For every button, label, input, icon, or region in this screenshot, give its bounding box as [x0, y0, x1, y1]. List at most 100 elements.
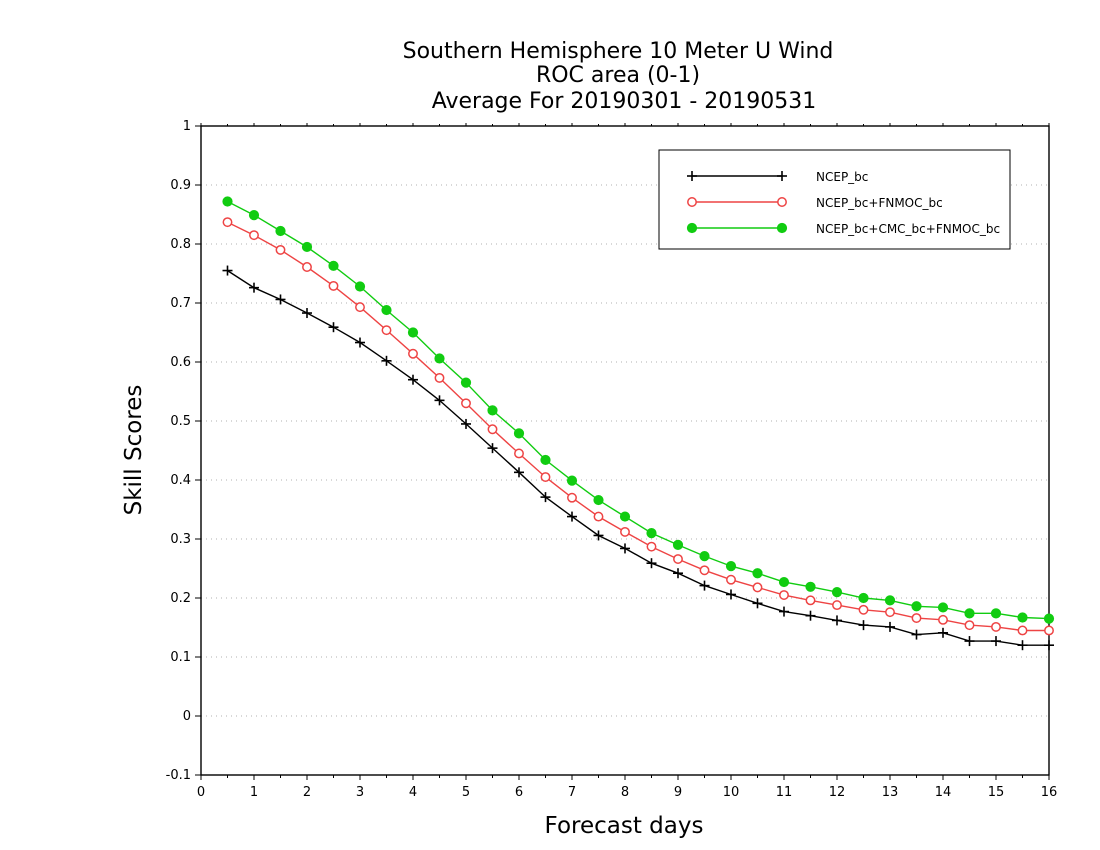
data-point: [514, 467, 524, 478]
legend-marker-start: [687, 197, 697, 207]
data-point: [328, 260, 339, 271]
data-point: [884, 595, 896, 606]
data-point: [248, 209, 260, 221]
data-point: [911, 601, 922, 612]
data-point: [858, 620, 869, 631]
series-line: [227, 221, 1049, 632]
y-tick-label: 0.3: [170, 532, 191, 547]
data-point: [619, 511, 631, 522]
data-point: [540, 492, 551, 503]
data-point: [672, 539, 684, 551]
data-point: [1043, 613, 1055, 624]
data-point: [779, 606, 789, 617]
data-point: [673, 554, 683, 565]
data-point: [832, 600, 842, 611]
data-point: [301, 241, 313, 253]
data-point: [726, 574, 736, 585]
data-point: [699, 580, 710, 591]
legend-entry: NCEP_bc: [687, 170, 868, 184]
data-point: [487, 443, 498, 454]
legend-box: [658, 149, 1011, 250]
data-point: [408, 374, 418, 385]
data-point: [593, 494, 604, 506]
y-tick-label: 0.8: [170, 237, 191, 252]
data-point: [567, 492, 577, 503]
y-tick-label: 0.7: [170, 296, 191, 311]
data-point: [513, 428, 525, 439]
data-point: [222, 196, 233, 207]
x-tick-label: 1: [250, 785, 258, 800]
chart-title: Southern Hemisphere 10 Meter U Wind ROC …: [403, 39, 834, 114]
x-tick-label: 16: [1041, 785, 1058, 800]
data-point: [964, 620, 975, 631]
x-tick-label: 14: [935, 785, 952, 800]
series-layer: [222, 196, 1055, 651]
y-tick-label: -0.1: [166, 768, 191, 783]
data-point: [937, 602, 949, 613]
legend-label: NCEP_bc+FNMOC_bc: [816, 196, 943, 210]
data-point: [381, 325, 392, 336]
legend-entry: NCEP_bc+CMC_bc+FNMOC_bc: [686, 222, 1000, 236]
data-point: [885, 621, 895, 632]
data-point: [249, 230, 259, 241]
data-point: [805, 610, 816, 621]
data-point: [1017, 625, 1028, 636]
x-tick-label: 0: [197, 785, 205, 800]
data-point: [964, 636, 975, 647]
data-point: [434, 353, 445, 364]
data-point: [938, 614, 948, 625]
data-point: [460, 377, 472, 388]
data-point: [620, 526, 630, 537]
data-point: [1017, 612, 1028, 623]
data-point: [964, 608, 975, 619]
data-point: [620, 543, 630, 554]
data-point: [752, 568, 763, 579]
data-point: [1044, 640, 1054, 651]
x-tick-label: 10: [723, 785, 740, 800]
data-point: [991, 621, 1001, 632]
y-tick-label: 1: [183, 119, 191, 134]
legend-label: NCEP_bc+CMC_bc+FNMOC_bc: [816, 222, 1000, 236]
data-point: [275, 294, 286, 305]
data-point: [646, 528, 657, 539]
data-point: [699, 551, 710, 562]
x-tick-label: 13: [882, 785, 899, 800]
series-2: [222, 196, 1055, 624]
data-point: [646, 558, 657, 569]
y-tick-label: 0.2: [170, 591, 191, 606]
x-tick-label: 8: [621, 785, 629, 800]
data-point: [222, 217, 233, 228]
data-point: [434, 395, 445, 406]
x-tick-label: 9: [674, 785, 682, 800]
y-tick-label: 0.1: [170, 650, 191, 665]
data-point: [487, 424, 498, 435]
x-axis-label: Forecast days: [545, 813, 704, 839]
title-line-1: Southern Hemisphere 10 Meter U Wind: [403, 39, 834, 64]
data-point: [673, 568, 683, 579]
legend-marker-end: [776, 222, 788, 234]
data-point: [911, 629, 922, 640]
y-tick-label: 0: [183, 709, 191, 724]
y-tick-label: 0.6: [170, 355, 191, 370]
y-tick-label: 0.4: [170, 473, 191, 488]
data-point: [275, 225, 286, 237]
y-tick-label: 0.5: [170, 414, 191, 429]
legend-entry: NCEP_bc+FNMOC_bc: [687, 196, 943, 210]
data-point: [990, 608, 1002, 619]
series-line: [227, 270, 1049, 646]
data-point: [328, 280, 339, 291]
data-point: [832, 615, 842, 626]
data-point: [699, 565, 710, 576]
data-point: [938, 627, 948, 638]
data-point: [831, 587, 843, 598]
data-point: [726, 589, 736, 600]
x-tick-label: 12: [829, 785, 846, 800]
x-tick-label: 11: [776, 785, 793, 800]
data-point: [593, 511, 604, 522]
data-point: [302, 308, 312, 319]
data-point: [752, 582, 763, 593]
data-point: [434, 372, 445, 383]
data-point: [408, 348, 418, 359]
data-point: [461, 398, 471, 409]
